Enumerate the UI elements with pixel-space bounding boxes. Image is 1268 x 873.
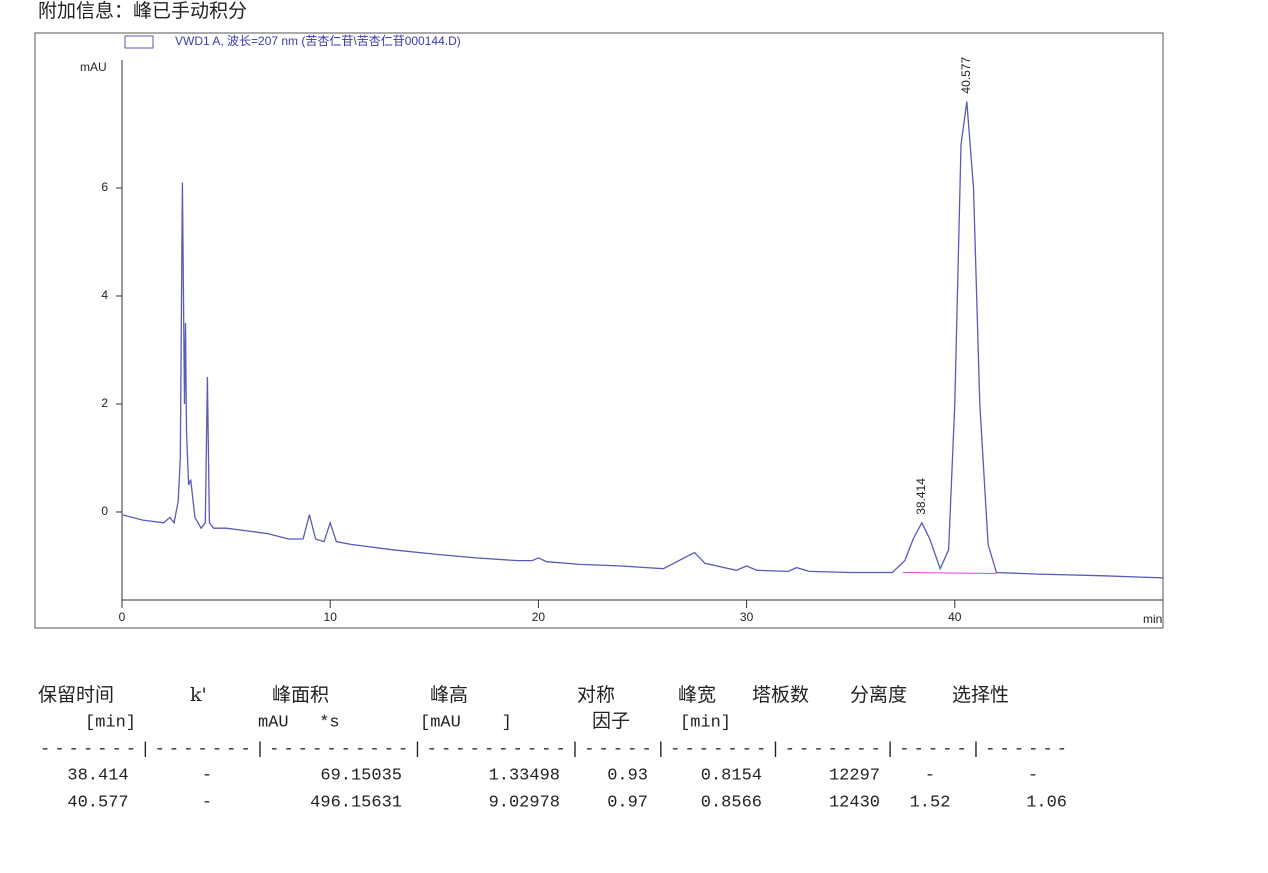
x-tick-label: 10 xyxy=(324,610,338,624)
table-cell: 0.97 xyxy=(607,793,648,812)
table-subheader: 因子 xyxy=(592,710,630,732)
y-tick-label: 4 xyxy=(101,288,108,302)
table-cell: 496.15631 xyxy=(310,793,402,812)
table-header: 峰宽 xyxy=(678,684,716,706)
peak-label: 40.577 xyxy=(959,57,973,94)
table-cell: 40.577 xyxy=(67,793,128,812)
plot-frame xyxy=(34,32,1164,629)
table-cell: - xyxy=(925,766,935,785)
data-line xyxy=(121,101,1164,579)
table-header: 对称 xyxy=(577,684,615,706)
table-cell: 69.15035 xyxy=(320,766,402,785)
table-cell: 1.52 xyxy=(910,793,951,812)
y-tick-label: 6 xyxy=(101,180,108,194)
table-cell: - xyxy=(1028,766,1038,785)
table-header: 分离度 xyxy=(850,684,907,706)
x-tick-label: 0 xyxy=(119,610,126,624)
header: 附加信息：峰已手动积分 xyxy=(38,0,247,22)
x-tick-label: 20 xyxy=(532,610,546,624)
table-header: 峰面积 xyxy=(272,684,329,706)
legend-label: VWD1 A, 波长=207 nm (苦杏仁苷\苦杏仁苷000144.D) xyxy=(175,34,461,48)
table-header: k' xyxy=(190,684,207,706)
table-subheader: [mAU ] xyxy=(420,713,512,732)
table-header: 塔板数 xyxy=(752,684,809,706)
table-cell: 12297 xyxy=(829,766,880,785)
table-cell: 1.06 xyxy=(1026,793,1067,812)
table-cell: 0.8154 xyxy=(701,766,762,785)
table-subheader: mAU *s xyxy=(258,713,340,732)
peak-label: 38.414 xyxy=(914,478,928,515)
x-tick-label: 40 xyxy=(948,610,962,624)
table-cell: 1.33498 xyxy=(489,766,560,785)
table-cell: - xyxy=(202,793,212,812)
table-cell: - xyxy=(202,766,212,785)
y-tick-label: 2 xyxy=(101,396,108,410)
x-axis-label: min xyxy=(1143,612,1162,626)
table-cell: 0.8566 xyxy=(701,793,762,812)
table-subheader: [min] xyxy=(680,713,731,732)
table-subheader: [min] xyxy=(85,713,136,732)
x-tick-label: 30 xyxy=(740,610,754,624)
y-axis-label: mAU xyxy=(80,60,107,74)
table-separator: -------|-------|----------|----------|--… xyxy=(40,740,1067,759)
table-cell: 12430 xyxy=(829,793,880,812)
integration-baseline xyxy=(902,571,997,575)
table-header: 选择性 xyxy=(952,684,1009,706)
table-cell: 0.93 xyxy=(607,766,648,785)
table-header: 峰高 xyxy=(430,684,468,706)
legend-swatch xyxy=(124,35,154,49)
table-cell: 9.02978 xyxy=(489,793,560,812)
table-header: 保留时间 xyxy=(38,684,114,706)
y-tick-label: 0 xyxy=(101,504,108,518)
table-cell: 38.414 xyxy=(67,766,128,785)
